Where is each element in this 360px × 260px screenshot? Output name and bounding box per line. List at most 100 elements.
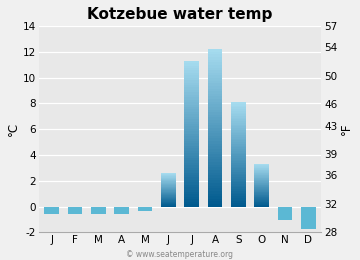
Bar <box>255 193 269 194</box>
Bar <box>231 151 246 153</box>
Bar <box>208 118 222 120</box>
Bar <box>231 146 246 147</box>
Bar <box>231 191 246 193</box>
Bar <box>208 186 222 188</box>
Bar <box>231 130 246 132</box>
Bar <box>255 205 269 206</box>
Bar <box>184 194 199 197</box>
Bar <box>255 164 269 165</box>
Bar <box>208 107 222 109</box>
Bar <box>208 149 222 152</box>
Bar <box>255 174 269 175</box>
Bar <box>255 186 269 187</box>
Bar <box>184 102 199 105</box>
Bar <box>184 107 199 109</box>
Bar <box>184 73 199 75</box>
Bar <box>208 136 222 138</box>
Bar <box>301 207 316 229</box>
Bar <box>255 199 269 200</box>
Bar <box>255 177 269 178</box>
Bar <box>208 49 222 52</box>
Bar <box>255 182 269 183</box>
Bar <box>255 180 269 181</box>
Bar <box>208 196 222 199</box>
Bar <box>255 198 269 199</box>
Bar <box>231 114 246 116</box>
Bar <box>255 206 269 207</box>
Bar <box>184 80 199 83</box>
Bar <box>208 73 222 75</box>
Bar <box>255 196 269 197</box>
Bar <box>208 112 222 115</box>
Bar <box>278 207 292 219</box>
Bar <box>161 194 176 195</box>
Bar <box>184 165 199 168</box>
Bar <box>184 202 199 204</box>
Bar <box>208 60 222 62</box>
Bar <box>231 203 246 205</box>
Bar <box>161 182 176 183</box>
Bar <box>231 193 246 194</box>
Bar <box>255 172 269 173</box>
Bar <box>231 144 246 146</box>
Bar <box>208 162 222 165</box>
Bar <box>255 190 269 191</box>
Bar <box>138 207 152 211</box>
Bar <box>184 124 199 126</box>
Bar <box>208 133 222 136</box>
Bar <box>184 163 199 165</box>
Bar <box>255 200 269 201</box>
Bar <box>255 166 269 167</box>
Bar <box>184 144 199 146</box>
Bar <box>208 91 222 94</box>
Bar <box>255 192 269 193</box>
Bar <box>208 138 222 141</box>
Bar <box>184 192 199 194</box>
Bar <box>161 173 176 174</box>
Bar <box>255 204 269 205</box>
Bar <box>208 102 222 104</box>
Bar <box>184 100 199 102</box>
Bar <box>231 118 246 120</box>
Bar <box>184 63 199 66</box>
Bar <box>255 167 269 168</box>
Bar <box>184 66 199 68</box>
Bar <box>208 191 222 193</box>
Bar <box>184 97 199 100</box>
Bar <box>255 181 269 182</box>
Bar <box>255 188 269 189</box>
Bar <box>255 169 269 170</box>
Bar <box>255 170 269 171</box>
Bar <box>255 197 269 198</box>
Bar <box>184 85 199 88</box>
Bar <box>184 197 199 199</box>
Bar <box>231 170 246 172</box>
Bar <box>255 184 269 185</box>
Bar <box>161 205 176 206</box>
Bar <box>184 178 199 180</box>
Bar <box>231 104 246 106</box>
Bar <box>161 175 176 176</box>
Bar <box>161 202 176 203</box>
Bar <box>231 140 246 142</box>
Bar <box>231 135 246 137</box>
Bar <box>161 195 176 196</box>
Bar <box>255 195 269 196</box>
Bar <box>161 204 176 205</box>
Bar <box>208 57 222 60</box>
Bar <box>231 167 246 168</box>
Bar <box>208 152 222 154</box>
Bar <box>208 202 222 204</box>
Bar <box>184 199 199 202</box>
Bar <box>161 179 176 180</box>
Bar <box>208 183 222 186</box>
Bar <box>161 192 176 193</box>
Bar <box>161 198 176 199</box>
Bar <box>231 116 246 118</box>
Bar <box>208 193 222 196</box>
Bar <box>208 120 222 123</box>
Bar <box>231 133 246 135</box>
Bar <box>161 177 176 178</box>
Bar <box>208 123 222 125</box>
Bar <box>255 194 269 195</box>
